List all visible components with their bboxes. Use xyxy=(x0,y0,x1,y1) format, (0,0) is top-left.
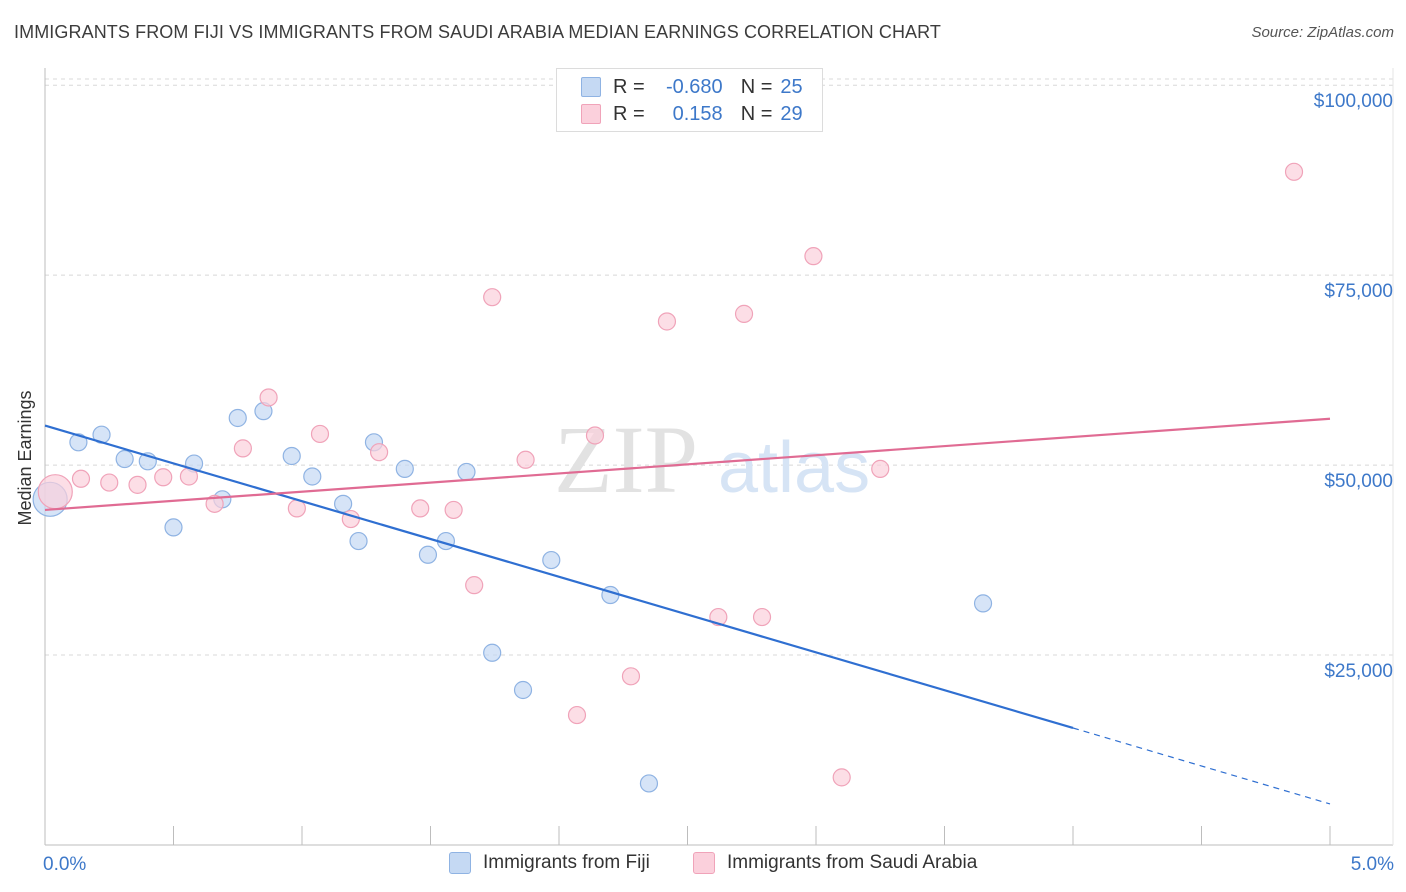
saudi-legend-swatch xyxy=(693,852,715,874)
saudi-point xyxy=(233,439,252,458)
saudi-point xyxy=(154,468,173,487)
fiji-point xyxy=(164,518,183,537)
fiji-point xyxy=(115,449,134,469)
saudi-point xyxy=(832,768,851,787)
fiji-legend-label: Immigrants from Fiji xyxy=(483,852,650,873)
y-tick-label: $100,000 xyxy=(1314,91,1393,112)
fiji-point xyxy=(282,446,301,466)
saudi-point xyxy=(1284,162,1304,181)
saudi-point xyxy=(37,474,73,510)
saudi-point xyxy=(128,475,147,494)
saudi-point xyxy=(567,705,587,725)
saudi-point xyxy=(516,450,535,469)
saudi-point xyxy=(444,500,463,520)
legend-row-fiji: R = -0.680 N = 25 xyxy=(581,75,803,99)
fiji-trend-extension xyxy=(1072,727,1331,805)
n-value: 25 xyxy=(780,75,803,98)
saudi-point xyxy=(100,473,119,492)
saudi-point xyxy=(804,247,823,266)
saudi-point xyxy=(734,304,754,323)
r-value: 0.158 xyxy=(672,102,723,125)
saudi-point xyxy=(483,288,502,307)
fiji-point xyxy=(513,680,533,700)
fiji-point xyxy=(973,594,993,613)
saudi-point xyxy=(370,443,389,462)
grid xyxy=(45,78,1393,656)
saudi-point xyxy=(411,499,430,518)
n-label: N = xyxy=(740,75,773,98)
fiji-point xyxy=(69,433,88,452)
fiji-point xyxy=(334,494,353,513)
fiji-swatch xyxy=(581,77,601,97)
source-credit: Source: ZipAtlas.com xyxy=(1251,24,1394,41)
r-label: R = xyxy=(613,75,645,98)
saudi-point xyxy=(205,494,224,513)
fiji-trend-line xyxy=(44,424,1074,730)
y-tick-label: $25,000 xyxy=(1324,661,1393,682)
fiji-point xyxy=(639,774,659,793)
x-tick-label-min: 0.0% xyxy=(43,854,86,875)
chart-title: IMMIGRANTS FROM FIJI VS IMMIGRANTS FROM … xyxy=(14,22,942,42)
saudi-trend-line xyxy=(44,417,1331,512)
axes: $25,000 $50,000 $75,000 $100,000 0.0% 5.0% xyxy=(43,68,1394,875)
y-tick-label: $50,000 xyxy=(1324,471,1393,492)
fiji-legend-swatch xyxy=(449,852,471,874)
legend-row-saudi: R = 0.158 N = 29 xyxy=(581,102,803,126)
saudi-point xyxy=(310,424,330,444)
saudi-point xyxy=(871,459,890,478)
saudi-swatch xyxy=(581,104,601,124)
fiji-point xyxy=(542,550,561,570)
fiji-point xyxy=(457,462,476,482)
y-tick-label: $75,000 xyxy=(1324,281,1393,302)
correlation-legend: R = -0.680 N = 25 R = 0.158 N = 29 xyxy=(556,68,823,132)
trend-lines xyxy=(44,417,1331,805)
x-tick-label-max: 5.0% xyxy=(1351,854,1394,875)
r-label: R = xyxy=(613,102,645,125)
saudi-point xyxy=(657,312,677,331)
fiji-point xyxy=(303,467,322,486)
y-axis-label: Median Earnings xyxy=(15,390,35,525)
fiji-point xyxy=(349,531,368,551)
saudi-point xyxy=(71,469,91,488)
n-label: N = xyxy=(740,102,773,125)
saudi-point xyxy=(259,388,278,407)
fiji-point xyxy=(418,545,438,564)
n-value: 29 xyxy=(780,102,803,125)
saudi-point xyxy=(621,667,641,686)
r-value: -0.680 xyxy=(665,75,723,98)
saudi-point xyxy=(465,576,484,595)
bottom-legend-fiji: Immigrants from Fiji xyxy=(449,852,650,874)
saudi-legend-label: Immigrants from Saudi Arabia xyxy=(727,852,978,873)
saudi-point xyxy=(585,426,605,445)
watermark-atlas: atlas xyxy=(718,428,870,508)
fiji-point xyxy=(395,459,414,478)
fiji-point xyxy=(483,643,502,662)
bottom-legend-saudi: Immigrants from Saudi Arabia xyxy=(693,852,977,874)
watermark-zip: ZIP xyxy=(554,406,698,513)
fiji-point xyxy=(228,408,247,428)
saudi-point xyxy=(752,607,772,627)
